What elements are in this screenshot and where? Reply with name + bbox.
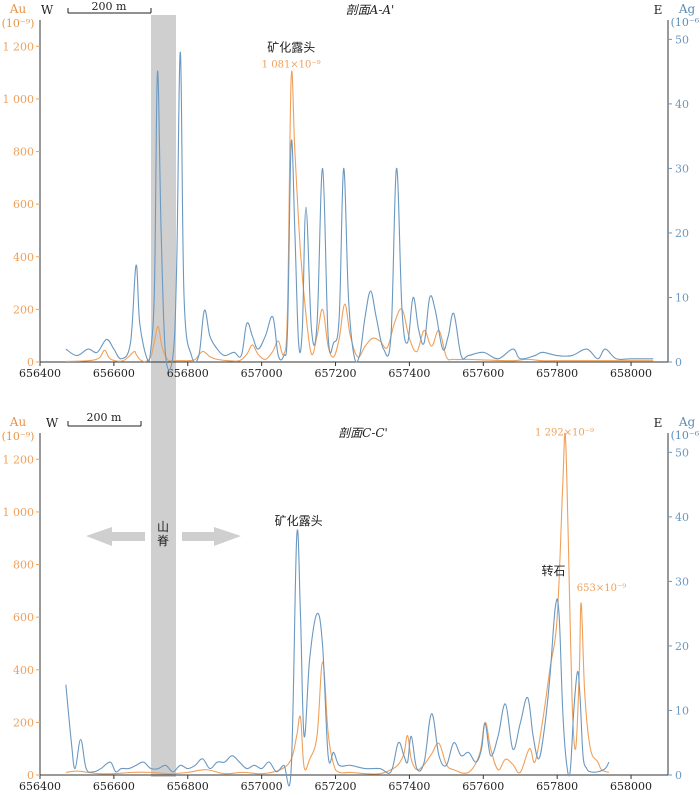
- x-tick-label: 658000: [610, 367, 652, 380]
- y-left-tick-label: 600: [13, 198, 34, 211]
- annotation-label: 1 292×10⁻⁹: [535, 428, 594, 439]
- x-tick-label: 657800: [536, 367, 578, 380]
- au-unit-a: (10⁻⁹): [2, 17, 35, 30]
- ag-label-c: Ag: [678, 415, 696, 429]
- ridge-arrow-left: [86, 527, 145, 546]
- panel-a: Au (10⁻⁹) W 200 m 剖面A-A' E Ag (10⁻⁶) 656…: [2, 0, 700, 380]
- x-tick-label: 657800: [536, 780, 578, 793]
- au-unit-c: (10⁻⁹): [2, 430, 35, 443]
- y-right-tick-label: 20: [675, 227, 689, 240]
- y-left-tick-label: 400: [13, 251, 34, 264]
- y-left-tick-label: 0: [27, 769, 34, 782]
- y-left-tick-label: 200: [13, 303, 34, 316]
- panel-title-c: 剖面C-C': [338, 426, 388, 440]
- east-label-a: E: [654, 3, 663, 17]
- y-right-tick-label: 20: [675, 640, 689, 653]
- annotation-label: 653×10⁻⁹: [577, 583, 626, 594]
- y-right-tick-label: 0: [675, 356, 682, 369]
- y-right-tick-label: 10: [675, 291, 689, 304]
- y-right-tick-label: 40: [675, 98, 689, 111]
- y-right-tick-label: 30: [675, 575, 689, 588]
- scale-bar-label-a: 200 m: [92, 0, 127, 13]
- x-tick-label: 657000: [241, 780, 283, 793]
- ridge-label-shan: 山: [157, 520, 169, 534]
- x-tick-label: 657600: [462, 367, 504, 380]
- y-left-tick-label: 600: [13, 611, 34, 624]
- ridge-arrow-right: [182, 527, 241, 546]
- x-tick-label: 657200: [315, 780, 357, 793]
- annotation-label: 矿化露头: [275, 514, 323, 528]
- y-left-tick-label: 1 000: [3, 93, 35, 106]
- y-right-tick-label: 50: [675, 446, 689, 459]
- ag-unit-c: (10⁻⁶): [671, 429, 700, 442]
- x-tick-label: 656600: [93, 367, 135, 380]
- x-tick-label: 657600: [462, 780, 504, 793]
- y-left-tick-label: 1 200: [3, 453, 35, 466]
- x-tick-label: 657000: [241, 367, 283, 380]
- y-right-tick-label: 10: [675, 704, 689, 717]
- y-left-tick-label: 800: [13, 146, 34, 159]
- panel-c: Au (10⁻⁹) W 200 m 剖面C-C' E Ag (10⁻⁶) 山 脊…: [2, 411, 700, 793]
- x-tick-label: 656800: [167, 367, 209, 380]
- au-label-a: Au: [9, 2, 27, 16]
- x-tick-label: 656400: [19, 367, 61, 380]
- y-left-tick-label: 1 000: [3, 506, 35, 519]
- y-right-tick-label: 50: [675, 33, 689, 46]
- annotation-label: 1 081×10⁻⁹: [262, 59, 321, 70]
- x-tick-label: 656800: [167, 780, 209, 793]
- x-tick-label: 656400: [19, 780, 61, 793]
- y-right-tick-label: 0: [675, 769, 682, 782]
- series-line-au: [65, 432, 610, 775]
- y-left-tick-label: 400: [13, 664, 34, 677]
- y-right-tick-label: 30: [675, 162, 689, 175]
- au-label-c: Au: [9, 415, 27, 429]
- east-label-c: E: [654, 416, 663, 430]
- y-left-tick-label: 800: [13, 559, 34, 572]
- y-right-tick-label: 40: [675, 511, 689, 524]
- panel-title-a: 剖面A-A': [346, 3, 395, 17]
- y-left-tick-label: 200: [13, 716, 34, 729]
- ridge-band: [151, 15, 176, 777]
- series-line-ag: [65, 51, 654, 371]
- west-label-a: W: [41, 3, 54, 17]
- west-label-c: W: [46, 416, 59, 430]
- x-tick-label: 657400: [388, 367, 430, 380]
- x-tick-label: 657400: [388, 780, 430, 793]
- scale-bar-a: [67, 8, 152, 14]
- annotation-label: 转石: [541, 563, 565, 578]
- annotation-label: 矿化露头: [267, 41, 315, 55]
- x-tick-label: 657200: [315, 367, 357, 380]
- series-line-au: [65, 70, 654, 363]
- ag-label-a: Ag: [678, 2, 696, 16]
- series-line-ag: [65, 529, 610, 787]
- scale-bar-label-c: 200 m: [87, 411, 122, 424]
- x-tick-label: 658000: [610, 780, 652, 793]
- y-left-tick-label: 1 200: [3, 40, 35, 53]
- y-left-tick-label: 0: [27, 356, 34, 369]
- ridge-label-ji: 脊: [157, 534, 169, 548]
- ag-unit-a: (10⁻⁶): [671, 16, 700, 29]
- x-tick-label: 656600: [93, 780, 135, 793]
- scale-bar-c: [67, 421, 142, 427]
